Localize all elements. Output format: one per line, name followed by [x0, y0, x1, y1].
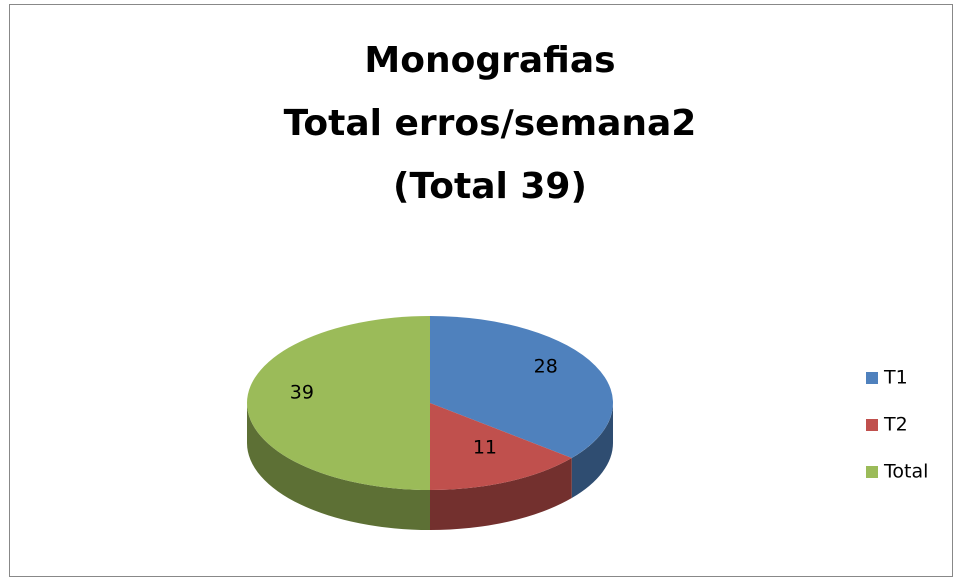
- legend-swatch: [866, 466, 878, 478]
- legend-swatch: [866, 372, 878, 384]
- chart-title: Total erros/semana2: [284, 103, 697, 144]
- legend-label: T2: [883, 414, 908, 436]
- slice-side: [247, 403, 430, 530]
- chart-title: Monografias: [364, 40, 615, 81]
- data-label: 28: [534, 355, 558, 377]
- legend-swatch: [866, 419, 878, 431]
- legend-label: Total: [883, 461, 928, 483]
- legend-label: T1: [883, 367, 908, 389]
- slice: [430, 316, 613, 459]
- chart-title: (Total 39): [393, 166, 587, 207]
- slice-side: [571, 403, 613, 499]
- data-label: 11: [473, 437, 497, 459]
- data-label: 39: [290, 382, 314, 404]
- slice-side: [430, 458, 572, 530]
- slice: [247, 316, 430, 490]
- slice: [430, 403, 572, 490]
